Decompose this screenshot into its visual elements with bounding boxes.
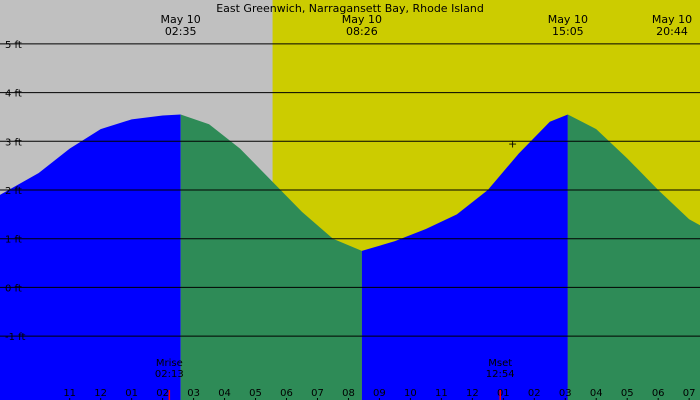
extreme-date-label: May 10 xyxy=(161,13,201,26)
x-tick-label: 07 xyxy=(683,388,696,399)
x-tick-label: 12 xyxy=(94,388,107,399)
x-tick-label: 09 xyxy=(373,388,386,399)
extreme-time-label: 02:35 xyxy=(165,25,197,38)
x-tick-label: 03 xyxy=(559,388,572,399)
x-tick-label: 06 xyxy=(652,388,665,399)
x-tick-label: 01 xyxy=(497,388,510,399)
tide-areas xyxy=(0,114,700,400)
extreme-date-label: May 10 xyxy=(652,13,692,26)
x-tick-label: 05 xyxy=(249,388,262,399)
rising-tide-area xyxy=(0,114,181,400)
x-tick-label: 01 xyxy=(125,388,138,399)
x-tick-label: 10 xyxy=(404,388,417,399)
moon-event-time: 02:13 xyxy=(155,369,184,380)
y-tick-label: 3 ft xyxy=(5,137,22,148)
extreme-time-label: 20:44 xyxy=(656,25,688,38)
x-tick-label: 04 xyxy=(218,388,231,399)
y-tick-label: 2 ft xyxy=(5,186,22,197)
plus-marker: + xyxy=(508,138,517,151)
x-tick-label: 11 xyxy=(63,388,76,399)
falling-tide-area xyxy=(180,114,362,400)
extreme-date-label: May 10 xyxy=(342,13,382,26)
moon-event-time: 12:54 xyxy=(486,369,515,380)
extreme-time-label: 08:26 xyxy=(346,25,378,38)
x-tick-label: 04 xyxy=(590,388,603,399)
y-tick-label: 1 ft xyxy=(5,235,22,246)
x-tick-label: 08 xyxy=(342,388,355,399)
moon-event-label: Mset xyxy=(488,358,512,369)
x-tick-label: 02 xyxy=(528,388,541,399)
x-tick-label: 06 xyxy=(280,388,293,399)
y-tick-label: 0 ft xyxy=(5,283,22,294)
x-tick-label: 11 xyxy=(435,388,448,399)
extreme-date-label: May 10 xyxy=(548,13,588,26)
x-tick-label: 05 xyxy=(621,388,634,399)
chart-title: East Greenwich, Narragansett Bay, Rhode … xyxy=(216,2,484,15)
x-tick-label: 03 xyxy=(187,388,200,399)
rising-tide-area xyxy=(361,114,568,400)
y-tick-label: 4 ft xyxy=(5,89,22,100)
y-axis-labels: 5 ft 4 ft 3 ft 2 ft 1 ft 0 ft -1 ft xyxy=(5,40,25,343)
y-tick-label: 5 ft xyxy=(5,40,22,51)
extreme-time-label: 15:05 xyxy=(552,25,584,38)
falling-tide-area xyxy=(567,114,700,400)
x-tick-label: 12 xyxy=(466,388,479,399)
x-tick-label: 02 xyxy=(156,388,169,399)
moon-event-label: Mrise xyxy=(156,358,183,369)
gridlines xyxy=(0,43,700,337)
x-tick-label: 07 xyxy=(311,388,324,399)
x-axis: 11 12 01 02 03 04 05 06 07 08 09 10 11 12 01 02 03 04 05 06… xyxy=(63,388,696,400)
y-tick-label: -1 ft xyxy=(5,332,25,343)
